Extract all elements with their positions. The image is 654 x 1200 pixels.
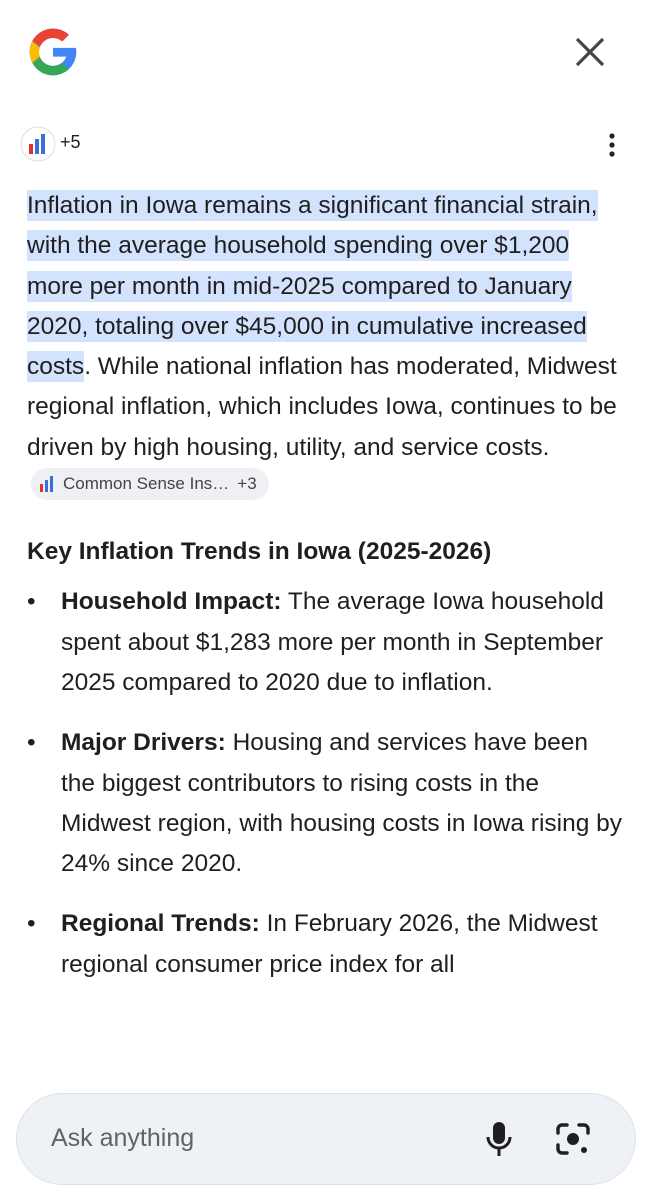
input-placeholder: Ask anything [51, 1124, 195, 1152]
answer-text: . While national inflation has moderated… [27, 353, 617, 461]
chip-label: Common Sense Ins… [63, 474, 230, 494]
chip-icon [40, 476, 53, 493]
answer-paragraph: Inflation in Iowa remains a significant … [27, 186, 627, 508]
more-menu[interactable] [604, 132, 620, 158]
bullet-item: • Major Drivers: Housing and services hav… [27, 723, 627, 884]
bullet-text: The average Iowa household spent about $… [61, 588, 604, 696]
bullet-text: Housing and services have been the bigge… [61, 729, 623, 878]
source-icon[interactable] [20, 126, 56, 162]
bullet-list: • Household Impact: The average Iowa hous… [27, 582, 627, 985]
section-heading: Key Inflation Trends in Iowa (2025-2026) [27, 538, 492, 566]
google-logo[interactable] [24, 24, 82, 80]
close-button[interactable] [572, 34, 608, 70]
bullet-item: • Household Impact: The average Iowa hous… [27, 582, 627, 703]
source-chip[interactable]: Common Sense Ins… +3 [31, 468, 269, 501]
bullet-label: Regional Trends: [61, 910, 260, 938]
bullet-dot: • [27, 729, 36, 757]
answer-content: Inflation in Iowa remains a significant … [27, 186, 627, 1075]
bullet-label: Household Impact: [61, 588, 282, 616]
bullet-dot: • [27, 588, 36, 616]
mic-button[interactable] [485, 1120, 513, 1158]
bullet-label: Major Drivers: [61, 729, 226, 757]
ask-input[interactable]: Ask anything [16, 1093, 636, 1185]
bullet-item: • Regional Trends: In February 2026, the … [27, 904, 627, 985]
bullet-text: In February 2026, the Midwest regional c… [61, 910, 598, 978]
source-count[interactable]: +5 [60, 132, 81, 152]
chip-count: +3 [237, 474, 257, 494]
lens-button[interactable] [555, 1122, 591, 1156]
bullet-dot: • [27, 910, 36, 938]
